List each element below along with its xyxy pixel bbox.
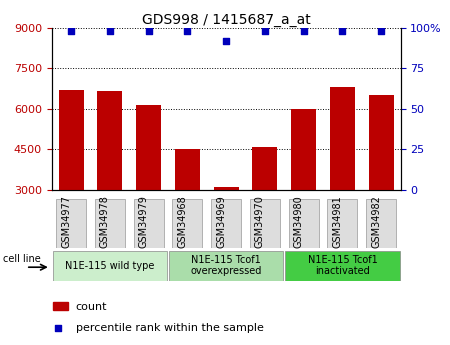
Title: GDS998 / 1415687_a_at: GDS998 / 1415687_a_at	[142, 12, 310, 27]
FancyBboxPatch shape	[327, 198, 357, 248]
Text: N1E-115 Tcof1
inactivated: N1E-115 Tcof1 inactivated	[307, 255, 377, 276]
Text: count: count	[76, 302, 107, 312]
Bar	[369, 95, 394, 271]
Text: GSM34968: GSM34968	[177, 195, 187, 248]
Text: cell line: cell line	[3, 254, 40, 264]
FancyBboxPatch shape	[285, 251, 400, 280]
Point	[106, 28, 113, 33]
Point	[222, 38, 230, 43]
Point	[145, 28, 152, 33]
Point	[378, 28, 385, 33]
Bar	[97, 91, 122, 271]
FancyBboxPatch shape	[366, 198, 396, 248]
Text: GSM34981: GSM34981	[333, 195, 342, 248]
Point	[339, 28, 346, 33]
Point	[261, 28, 269, 33]
FancyBboxPatch shape	[172, 198, 202, 248]
FancyBboxPatch shape	[56, 198, 86, 248]
Bar	[136, 105, 161, 271]
FancyBboxPatch shape	[288, 198, 319, 248]
Text: GSM34977: GSM34977	[61, 195, 71, 248]
FancyBboxPatch shape	[250, 198, 280, 248]
Text: N1E-115 wild type: N1E-115 wild type	[65, 261, 154, 270]
FancyBboxPatch shape	[95, 198, 125, 248]
Text: GSM34969: GSM34969	[216, 195, 226, 248]
Bar	[53, 302, 68, 310]
Bar	[291, 109, 316, 271]
Text: percentile rank within the sample: percentile rank within the sample	[76, 323, 264, 333]
Bar	[214, 187, 239, 271]
Point	[300, 28, 307, 33]
FancyBboxPatch shape	[53, 251, 167, 280]
Text: GSM34980: GSM34980	[293, 195, 304, 248]
Text: GSM34978: GSM34978	[100, 195, 110, 248]
Text: GSM34970: GSM34970	[255, 195, 265, 248]
Text: N1E-115 Tcof1
overexpressed: N1E-115 Tcof1 overexpressed	[190, 255, 262, 276]
Bar	[58, 90, 84, 271]
FancyBboxPatch shape	[211, 198, 241, 248]
FancyBboxPatch shape	[134, 198, 164, 248]
Bar	[330, 87, 355, 271]
Bar	[175, 149, 200, 271]
Point	[68, 28, 75, 33]
Text: GSM34982: GSM34982	[371, 195, 381, 248]
FancyBboxPatch shape	[169, 251, 284, 280]
Point	[55, 325, 62, 331]
Text: GSM34979: GSM34979	[139, 195, 148, 248]
Bar	[252, 147, 278, 271]
Point	[184, 28, 191, 33]
